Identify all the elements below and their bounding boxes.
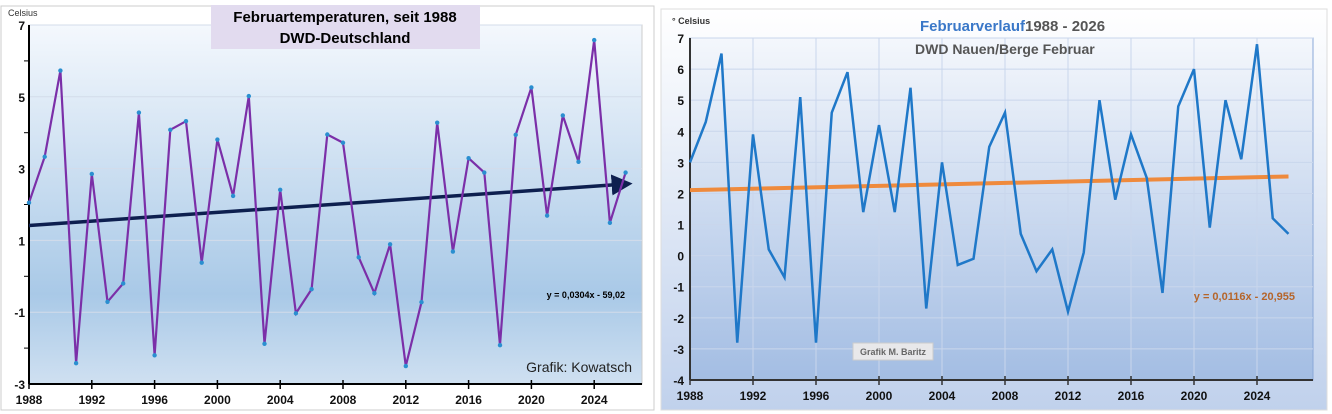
y-tick-label: 7 [677, 32, 684, 46]
x-tick-label: 2020 [1181, 389, 1208, 403]
data-point [278, 187, 283, 192]
y-tick-label: 6 [677, 63, 684, 77]
y-tick-label: 0 [677, 250, 684, 264]
data-point [592, 37, 597, 43]
data-line [688, 44, 1290, 343]
data-point [309, 287, 314, 292]
data-point [403, 363, 408, 369]
x-tick-label: 2000 [204, 393, 231, 407]
y-tick-label: 5 [18, 91, 25, 105]
data-point [466, 155, 471, 161]
y-tick-label: 3 [677, 156, 684, 170]
data-point [513, 132, 518, 138]
x-tick-label: 2008 [330, 393, 357, 407]
data-point [497, 343, 503, 348]
chart-title: Februartemperaturen, seit 1988 [233, 9, 456, 26]
x-tick-label: 1992 [740, 389, 767, 403]
data-point [246, 93, 251, 99]
data-point [215, 137, 220, 142]
data-point [435, 120, 440, 125]
x-tick-label: 2020 [518, 393, 545, 407]
data-point [121, 281, 126, 286]
data-point [560, 113, 565, 118]
data-point [544, 213, 550, 218]
chart-right-frame [660, 8, 1328, 411]
data-point [89, 171, 95, 177]
x-tick-label: 2012 [1055, 389, 1082, 403]
chart-title-part2: 1988 - 2026 [1025, 18, 1105, 35]
x-tick-label: 2024 [581, 393, 608, 407]
data-point [387, 242, 393, 247]
data-point [183, 119, 189, 124]
y-tick-label: -1 [673, 281, 684, 295]
chart-subtitle: DWD-Deutschland [280, 30, 411, 47]
x-tick-label: 1996 [803, 389, 830, 403]
x-tick-label: 1996 [141, 393, 168, 407]
data-point [42, 154, 47, 159]
x-tick-label: 2012 [392, 393, 419, 407]
chart-title-part1: Februarverlauf [920, 18, 1026, 35]
y-tick-label: 1 [18, 234, 25, 248]
data-point [168, 127, 173, 133]
data-point [576, 159, 581, 164]
credit-box [852, 342, 934, 361]
y-tick-label: 1 [677, 219, 684, 233]
y-tick-label: 3 [18, 163, 25, 177]
y-tick-label: 4 [677, 125, 684, 139]
data-point [482, 170, 487, 175]
data-point [623, 170, 628, 175]
plot-area-right [689, 37, 1314, 381]
y-tick-label: -4 [673, 374, 684, 388]
credit-annotation: Grafik: Kowatsch [526, 359, 632, 375]
y-axis-label: ° Celsius [672, 16, 710, 26]
y-tick-label: -3 [673, 343, 684, 357]
data-point [230, 193, 236, 199]
data-point [105, 299, 110, 304]
x-tick-label: 2000 [866, 389, 893, 403]
y-tick-label: 7 [18, 19, 25, 33]
data-point [262, 341, 267, 346]
x-tick-label: 1988 [16, 393, 43, 407]
data-point [372, 290, 377, 296]
credit-annotation: Grafik M. Baritz [860, 347, 927, 357]
x-tick-label: 1988 [677, 389, 704, 403]
data-point [152, 353, 157, 358]
y-tick-label: -2 [673, 312, 684, 326]
data-point [450, 249, 456, 254]
chart-subtitle: DWD Nauen/Berge Februar [915, 41, 1095, 57]
x-tick-label: 2004 [267, 393, 294, 407]
data-point [136, 110, 142, 115]
y-tick-label: -1 [14, 306, 25, 320]
x-tick-label: 2016 [455, 393, 482, 407]
data-point [325, 132, 330, 137]
trend-equation: y = 0,0304x - 59,02 [547, 290, 625, 300]
x-tick-label: 2016 [1118, 389, 1145, 403]
title-box [211, 5, 480, 49]
data-point [26, 200, 32, 205]
x-tick-label: 2008 [992, 389, 1019, 403]
data-point [340, 140, 346, 145]
data-point [529, 85, 534, 90]
data-point [293, 311, 299, 316]
data-point [58, 68, 63, 73]
y-tick-label: 2 [677, 187, 684, 201]
x-tick-label: 2004 [929, 389, 956, 403]
y-tick-label: -3 [14, 378, 25, 392]
trend-line [689, 174, 1289, 193]
x-tick-label: 1992 [78, 393, 105, 407]
trend-equation: y = 0,0116x - 20,955 [1194, 291, 1295, 303]
data-point [199, 260, 204, 265]
data-point [419, 299, 424, 305]
data-point [73, 360, 79, 366]
x-tick-label: 2024 [1244, 389, 1271, 403]
y-axis-label: Celsius [8, 8, 38, 18]
data-point [356, 255, 361, 260]
y-tick-label: 5 [677, 94, 684, 108]
data-point [607, 220, 613, 226]
